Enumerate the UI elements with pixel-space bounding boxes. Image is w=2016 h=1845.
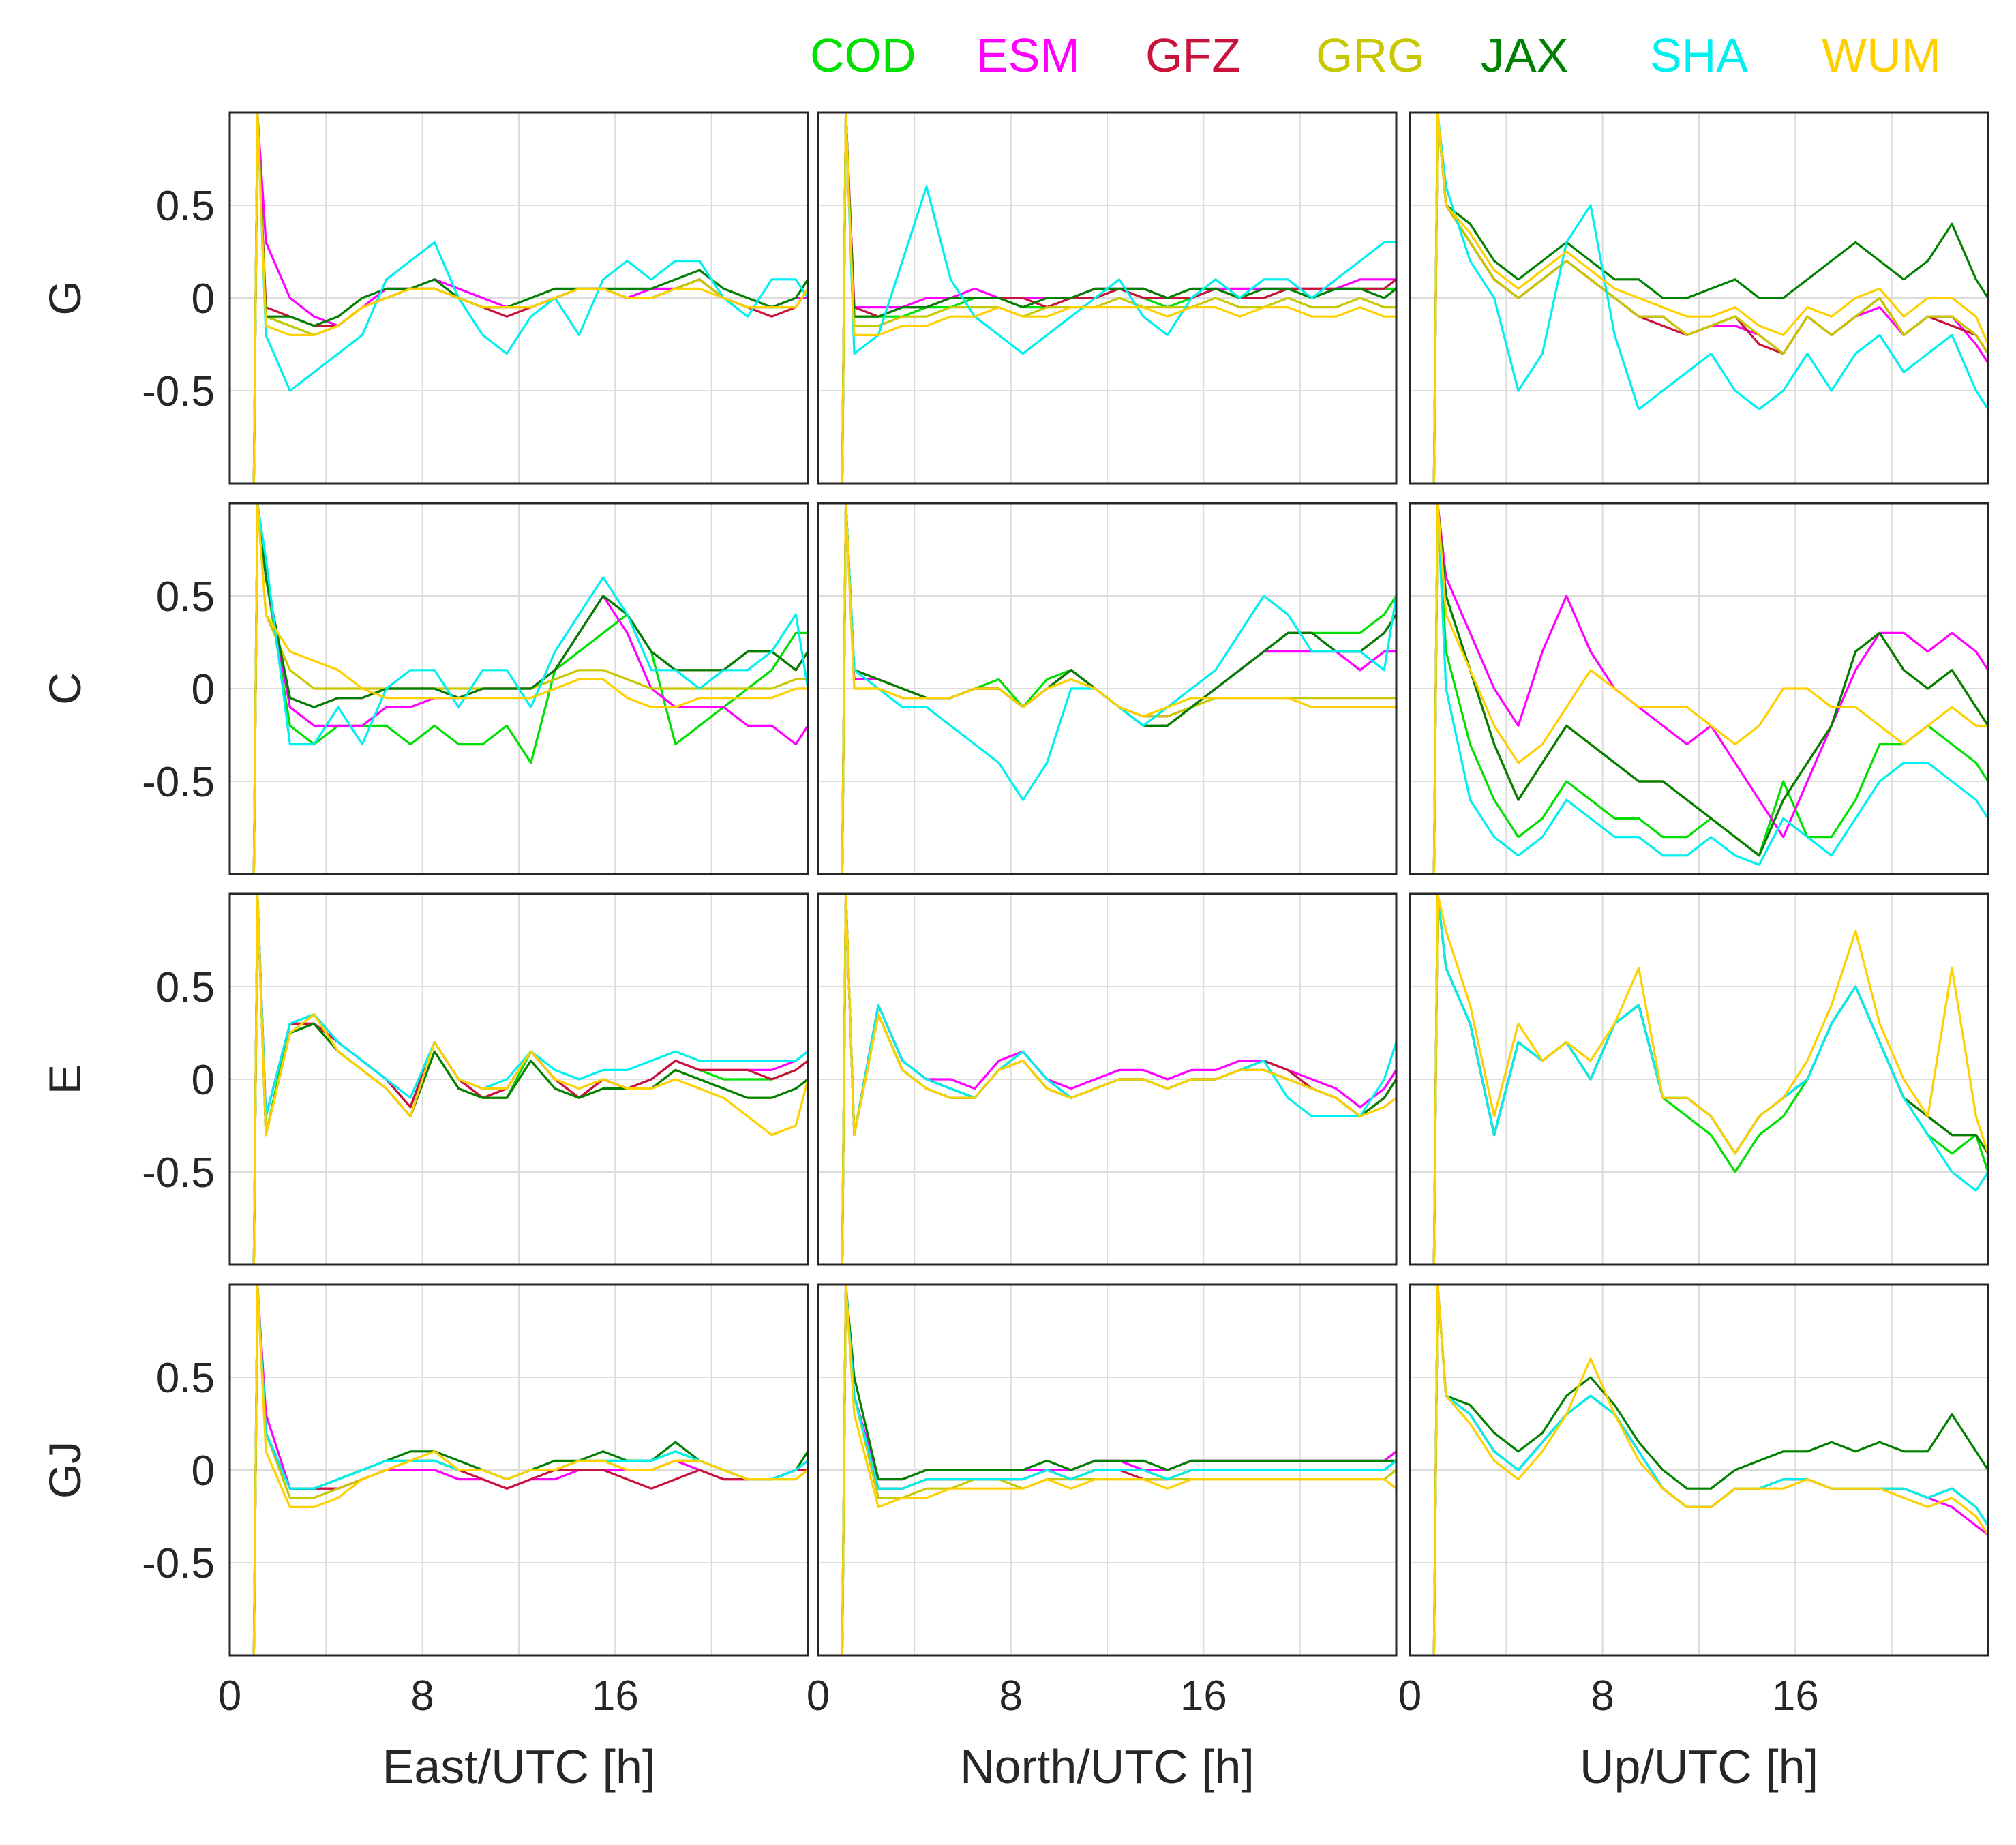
series-wum [1432, 503, 1988, 874]
series-jax [252, 112, 808, 483]
series-wum [252, 503, 808, 874]
panel-g-north [817, 111, 1398, 485]
series-jax [1432, 503, 1988, 874]
panel-grid [228, 111, 1989, 1657]
series-sha [841, 112, 1396, 483]
panel-frame [228, 892, 809, 1266]
legend-entry-jax: JAX [1481, 29, 1568, 82]
series-sha [252, 112, 808, 483]
series-wum [252, 1285, 808, 1655]
series-jax [841, 1285, 1396, 1655]
y-tick-label-e: -0.5 [142, 1150, 215, 1197]
y-tick-label-e: 0.5 [156, 964, 215, 1011]
series-sha [252, 503, 808, 874]
legend-entry-esm: ESM [976, 29, 1080, 82]
series-wum [1432, 112, 1988, 483]
x-tick-label-up: 8 [1591, 1672, 1614, 1720]
series-jax [1432, 112, 1988, 483]
panel-gj-north [817, 1283, 1398, 1657]
series-grg [1432, 112, 1988, 483]
panel-gj-east [228, 1283, 809, 1657]
panel-gj-up [1409, 1283, 1989, 1657]
x-tick-label-north: 16 [1180, 1672, 1227, 1720]
panel-c-up [1409, 502, 1989, 875]
series-wum [841, 112, 1396, 483]
series-wum [841, 894, 1396, 1265]
panel-e-up [1409, 892, 1989, 1266]
x-tick-label-up: 16 [1772, 1672, 1819, 1720]
series-gfz [252, 1285, 808, 1655]
y-tick-label-e: 0 [192, 1057, 215, 1104]
panel-e-east [228, 892, 809, 1266]
y-tick-label-gj: -0.5 [142, 1540, 215, 1587]
x-axis-label-east: East/UTC [h] [382, 1740, 656, 1793]
panel-frame [817, 1283, 1398, 1657]
x-tick-label-east: 0 [218, 1672, 241, 1720]
series-grg [841, 112, 1396, 483]
legend-entry-sha: SHA [1650, 29, 1748, 82]
panel-frame [1409, 892, 1989, 1266]
x-tick-label-north: 8 [999, 1672, 1022, 1720]
panel-frame [228, 502, 809, 875]
panel-g-east [228, 111, 809, 485]
x-axis-label-up: Up/UTC [h] [1580, 1740, 1818, 1793]
panel-frame [817, 502, 1398, 875]
x-axis-label-north: North/UTC [h] [960, 1740, 1254, 1793]
series-sha [1432, 112, 1988, 483]
series-wum [252, 112, 808, 483]
y-tick-label-c: 0 [192, 666, 215, 713]
panel-c-east [228, 502, 809, 875]
x-tick-label-east: 16 [592, 1672, 639, 1720]
series-wum [841, 503, 1396, 874]
row-label-e: E [40, 1064, 90, 1094]
panel-frame [228, 1283, 809, 1657]
legend-entry-cod: COD [810, 29, 916, 82]
panel-frame [1409, 1283, 1989, 1657]
panel-frame [1409, 502, 1989, 875]
y-tick-label-gj: 0 [192, 1448, 215, 1495]
x-tick-label-north: 0 [807, 1672, 830, 1720]
series-jax [252, 894, 808, 1265]
x-tick-label-up: 0 [1398, 1672, 1421, 1720]
panel-e-north [817, 892, 1398, 1266]
row-label-g: G [40, 280, 90, 315]
y-tick-label-c: -0.5 [142, 759, 215, 806]
legend-entry-wum: WUM [1822, 29, 1941, 82]
panel-g-up [1409, 111, 1989, 485]
row-label-gj: GJ [40, 1441, 90, 1499]
legend-entry-gfz: GFZ [1145, 29, 1241, 82]
series-cod [1432, 503, 1988, 874]
row-label-c: C [40, 672, 90, 705]
y-tick-label-c: 0.5 [156, 573, 215, 620]
legend: COD ESM GFZ GRG JAX SHA WUM [810, 29, 1941, 82]
panel-frame [1409, 111, 1989, 485]
x-tick-label-east: 8 [410, 1672, 434, 1720]
x-axes: 0 8 16 East/UTC [h] 0 8 16 North/UTC [h] 0 8 16 Up/… [218, 1672, 1819, 1793]
series-sha [841, 1285, 1396, 1655]
legend-entry-grg: GRG [1316, 29, 1424, 82]
y-tick-label-gj: 0.5 [156, 1355, 215, 1402]
panel-c-north [817, 502, 1398, 875]
series-wum [1432, 1285, 1988, 1655]
series-wum [1432, 894, 1988, 1265]
row-labels: G 0.5 0 -0.5 C 0.5 0 -0.5 E 0.5 0 -0.5 GJ 0.5 0 -0.5 [40, 183, 215, 1587]
series-wum [252, 894, 808, 1265]
series-esm [1432, 503, 1988, 874]
panel-frame [817, 892, 1398, 1266]
panel-frame [817, 111, 1398, 485]
panel-frame [228, 111, 809, 485]
y-tick-label-g: -0.5 [142, 368, 215, 415]
y-tick-label-g: 0.5 [156, 183, 215, 230]
series-wum [841, 1285, 1396, 1655]
series-sha [1432, 503, 1988, 874]
series-cod [252, 503, 808, 874]
series-jax [1432, 1285, 1988, 1655]
y-tick-label-g: 0 [192, 275, 215, 322]
